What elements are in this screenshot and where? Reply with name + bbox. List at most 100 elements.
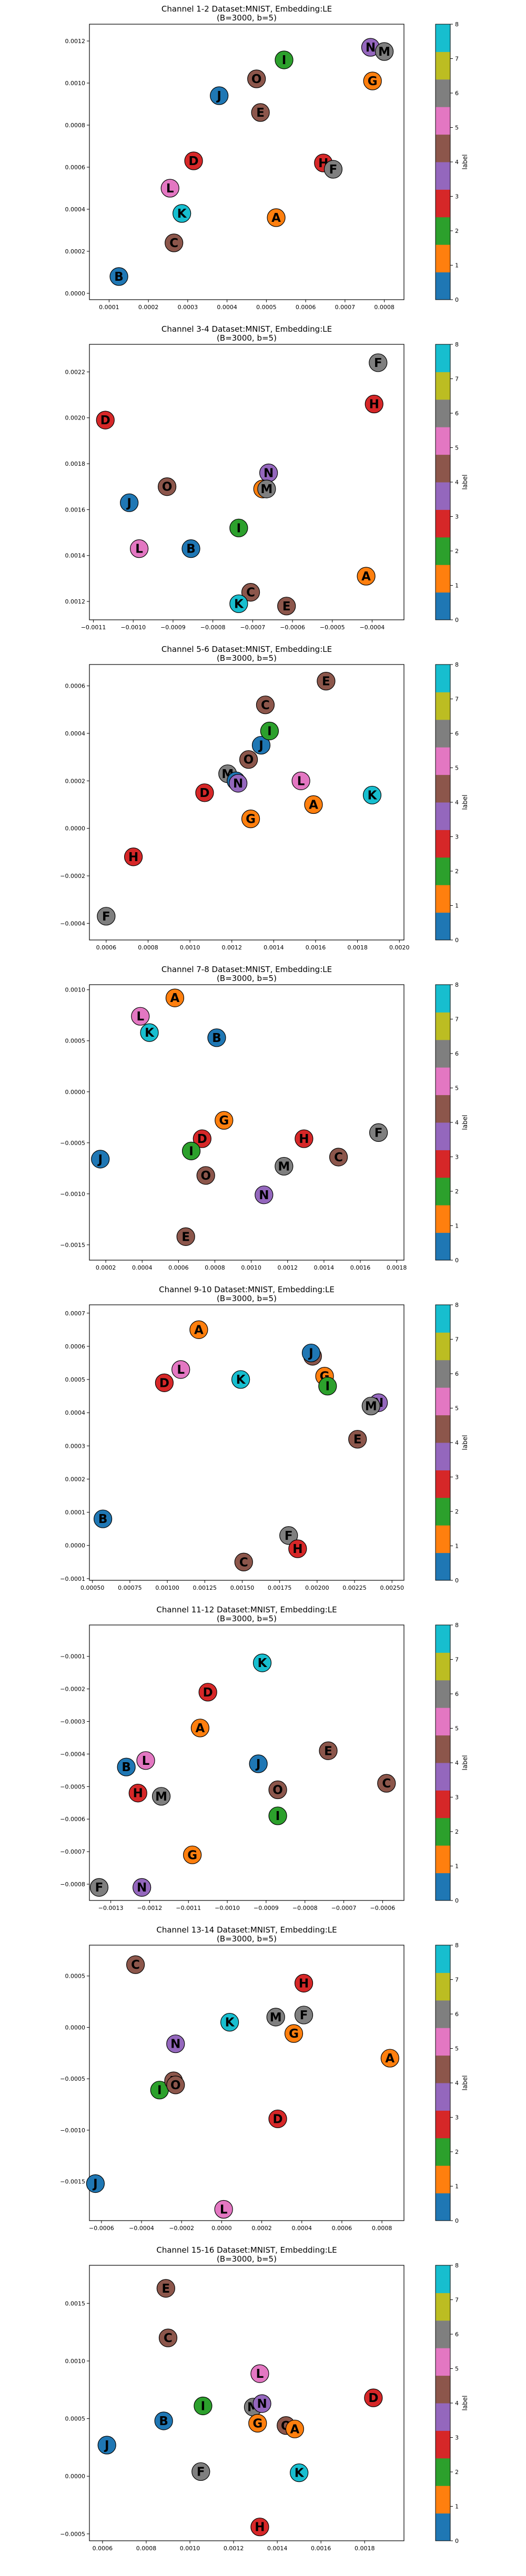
colorbar-tick-label: 2 <box>455 1828 459 1835</box>
point-label: B <box>186 543 196 556</box>
point-marker <box>247 69 266 88</box>
point-label: O <box>272 1784 283 1797</box>
colorbar-segment <box>436 2165 450 2194</box>
data-point: D <box>198 1683 217 1702</box>
x-tick-label: 0.0004 <box>217 304 237 311</box>
x-tick-label: −0.0011 <box>81 624 106 631</box>
point-marker <box>126 1955 145 1974</box>
point-label: A <box>361 570 371 584</box>
point-marker <box>189 1320 208 1339</box>
chart-subtitle: (B=3000, b=5) <box>217 13 277 23</box>
x-tick-label: 0.0001 <box>99 304 119 311</box>
point-label: J <box>126 496 132 510</box>
colorbar-segment <box>436 1625 450 1653</box>
x-tick-label: 0.0004 <box>291 2225 312 2232</box>
point-marker <box>140 1023 159 1042</box>
point-marker <box>231 1370 250 1389</box>
point-marker <box>117 1757 136 1776</box>
y-tick-label: 0.0007 <box>65 1310 86 1317</box>
point-marker <box>154 2411 173 2430</box>
point-label: H <box>369 398 379 412</box>
data-point: O <box>268 1780 287 1800</box>
x-tick-label: 0.0006 <box>93 2545 113 2552</box>
colorbar-tick-label: 8 <box>455 661 459 668</box>
point-label: F <box>95 1881 104 1895</box>
point-label: M <box>365 1400 377 1414</box>
point-marker <box>166 2076 185 2094</box>
data-point: K <box>140 1023 159 1042</box>
point-marker <box>277 597 296 616</box>
colorbar-segment <box>436 2486 450 2514</box>
point-marker <box>362 785 382 805</box>
point-marker <box>301 1343 321 1363</box>
x-tick-label: 0.00225 <box>342 1585 367 1591</box>
point-marker <box>357 567 376 586</box>
point-marker <box>251 103 270 122</box>
point-label: E <box>324 1744 332 1758</box>
point-label: I <box>201 2399 206 2413</box>
x-tick-label: −0.0013 <box>98 1905 124 1911</box>
point-label: F <box>285 1529 293 1543</box>
point-marker <box>257 479 276 498</box>
x-tick-label: −0.0010 <box>215 1905 240 1911</box>
data-point: E <box>348 1430 367 1449</box>
data-point: M <box>375 42 394 61</box>
point-marker <box>285 2419 304 2438</box>
point-marker <box>266 2008 285 2027</box>
point-label: E <box>353 1433 362 1447</box>
data-point: O <box>166 2076 185 2094</box>
point-label: F <box>197 2465 205 2479</box>
point-marker <box>323 160 343 179</box>
point-marker <box>251 735 271 755</box>
colorbar: 0 1 2 3 4 5 6 7 8 label <box>435 1622 469 1904</box>
data-point: J <box>249 1754 268 1773</box>
data-point: G <box>363 71 382 90</box>
point-marker <box>365 394 383 414</box>
y-tick-label: 0.0006 <box>65 1343 86 1350</box>
data-point: N <box>229 774 248 793</box>
colorbar-tick-label: 6 <box>455 2011 459 2018</box>
data-point: B <box>207 1028 226 1047</box>
y-tick-label: 0.0005 <box>65 2416 86 2422</box>
chart-panel-6: Channel 11-12 Dataset:MNIST, Embedding:L… <box>60 1605 469 1911</box>
point-marker <box>229 774 248 793</box>
point-label: F <box>374 356 382 370</box>
data-point: C <box>158 2328 178 2347</box>
point-label: O <box>244 753 254 767</box>
chart-panel-1: Channel 1-2 Dataset:MNIST, Embedding:LE(… <box>65 4 469 311</box>
y-tick-label: 0.0001 <box>65 1509 86 1516</box>
y-tick-label: −0.0002 <box>60 1686 85 1693</box>
colorbar-segment <box>436 1972 450 2001</box>
chart-panel-4: Channel 7-8 Dataset:MNIST, Embedding:LE(… <box>60 965 469 1271</box>
colorbar-tick-label: 3 <box>455 1154 459 1161</box>
point-marker <box>184 151 203 170</box>
point-label: K <box>145 1026 155 1040</box>
y-tick-label: 0.0002 <box>65 1476 86 1483</box>
colorbar-segment <box>436 1470 450 1498</box>
data-point: L <box>130 539 149 558</box>
x-tick-label: 0.0012 <box>278 1264 298 1271</box>
point-marker <box>255 1185 274 1204</box>
colorbar-tick-label: 7 <box>455 2297 459 2304</box>
point-label: N <box>233 777 243 791</box>
data-point: F <box>191 2462 210 2481</box>
colorbar-segment <box>436 1232 450 1261</box>
colorbar-segment <box>436 509 450 538</box>
chart-panel-5: Channel 9-10 Dataset:MNIST, Embedding:LE… <box>60 1285 469 1591</box>
point-marker <box>329 1148 348 1167</box>
point-label: C <box>239 1556 248 1569</box>
colorbar-segment <box>436 1095 450 1123</box>
y-tick-label: 0.0012 <box>65 598 86 605</box>
point-label: J <box>258 739 264 753</box>
colorbar-tick-label: 0 <box>455 2217 459 2224</box>
colorbar-segment <box>436 1945 450 1973</box>
chart-panel-2: Channel 3-4 Dataset:MNIST, Embedding:LE(… <box>65 324 469 631</box>
data-point: L <box>171 1360 190 1379</box>
data-point: K <box>173 204 191 223</box>
y-tick-label: −0.0005 <box>60 2076 85 2082</box>
colorbar-segment <box>436 134 450 162</box>
point-marker <box>130 539 149 558</box>
colorbar-segment <box>436 1873 450 1901</box>
y-tick-label: −0.0007 <box>60 1848 85 1855</box>
point-marker <box>275 1157 294 1176</box>
